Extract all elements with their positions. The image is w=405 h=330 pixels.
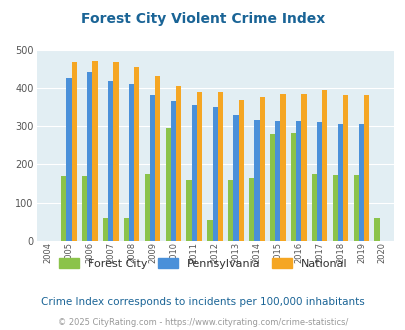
Bar [233, 115, 238, 241]
Bar [129, 84, 134, 241]
Bar [124, 218, 129, 241]
Bar [92, 61, 98, 241]
Bar [82, 176, 87, 241]
Bar [295, 121, 301, 241]
Bar [102, 218, 108, 241]
Bar [134, 67, 139, 241]
Bar [196, 92, 202, 241]
Bar [212, 107, 217, 241]
Bar [269, 134, 275, 241]
Bar [144, 174, 149, 241]
Bar [358, 124, 363, 241]
Bar [322, 90, 327, 241]
Bar [108, 81, 113, 241]
Bar [363, 95, 369, 241]
Bar [87, 73, 92, 241]
Bar [353, 175, 358, 241]
Bar [165, 128, 171, 241]
Bar [316, 122, 322, 241]
Bar [71, 62, 77, 241]
Bar [113, 62, 118, 241]
Bar [176, 86, 181, 241]
Bar [259, 97, 264, 241]
Bar [280, 94, 285, 241]
Bar [332, 175, 337, 241]
Bar [337, 124, 342, 241]
Bar [207, 220, 212, 241]
Bar [149, 95, 155, 241]
Legend: Forest City, Pennsylvania, National: Forest City, Pennsylvania, National [54, 254, 351, 273]
Bar [61, 176, 66, 241]
Bar [66, 78, 71, 241]
Bar [342, 95, 347, 241]
Bar [186, 180, 191, 241]
Bar [155, 76, 160, 241]
Bar [217, 92, 222, 241]
Text: Crime Index corresponds to incidents per 100,000 inhabitants: Crime Index corresponds to incidents per… [41, 297, 364, 307]
Bar [249, 178, 254, 241]
Bar [290, 133, 295, 241]
Bar [275, 121, 280, 241]
Text: Forest City Violent Crime Index: Forest City Violent Crime Index [81, 12, 324, 25]
Bar [191, 105, 196, 241]
Bar [238, 100, 243, 241]
Bar [301, 94, 306, 241]
Bar [311, 174, 316, 241]
Bar [171, 101, 176, 241]
Text: © 2025 CityRating.com - https://www.cityrating.com/crime-statistics/: © 2025 CityRating.com - https://www.city… [58, 318, 347, 327]
Bar [373, 218, 379, 241]
Bar [228, 180, 233, 241]
Bar [254, 120, 259, 241]
